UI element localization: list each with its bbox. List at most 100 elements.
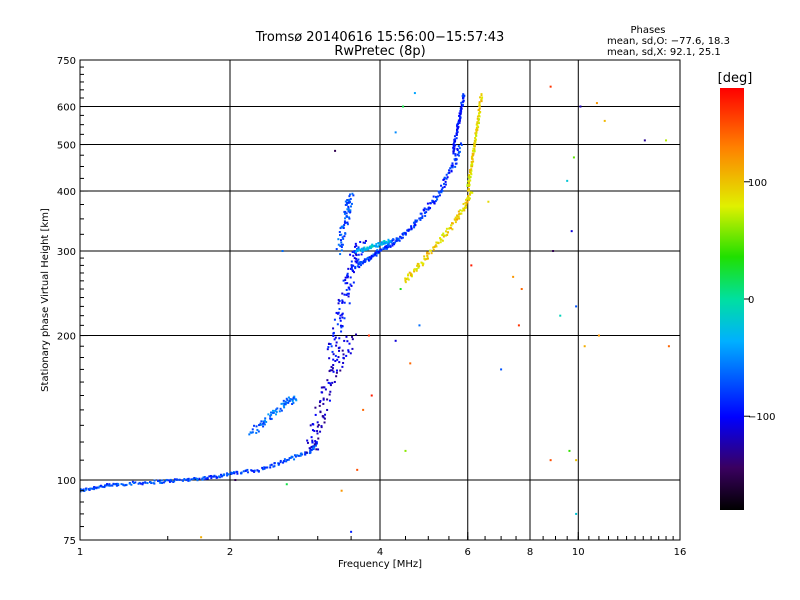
- data-point: [185, 479, 188, 482]
- data-point: [468, 185, 471, 188]
- data-point: [355, 244, 358, 247]
- data-point: [377, 245, 380, 248]
- data-point: [453, 135, 456, 138]
- x-axis-ticks: 1 2 4 6 8 10 16: [77, 532, 687, 558]
- data-point: [465, 206, 468, 209]
- data-point: [313, 445, 316, 448]
- data-point: [347, 349, 350, 352]
- data-point: [474, 137, 477, 140]
- x-tick-label: 16: [674, 547, 687, 558]
- data-point: [459, 110, 462, 113]
- data-point: [175, 478, 178, 481]
- data-point: [339, 253, 342, 256]
- data-point: [404, 232, 407, 235]
- data-point: [413, 226, 416, 229]
- data-point: [481, 96, 484, 99]
- data-point: [404, 449, 407, 452]
- data-point: [457, 213, 460, 216]
- data-point: [339, 234, 342, 237]
- data-point: [441, 189, 444, 192]
- data-point: [285, 483, 288, 486]
- data-point: [323, 386, 326, 389]
- data-point: [471, 162, 474, 165]
- data-point: [354, 265, 357, 268]
- data-point: [120, 483, 123, 486]
- data-point: [328, 370, 331, 373]
- y-axis-label: Stationary phase Virtual Height [km]: [40, 208, 51, 392]
- data-point: [380, 241, 383, 244]
- data-point: [424, 214, 427, 217]
- data-point: [388, 244, 391, 247]
- data-point: [286, 458, 289, 461]
- data-point: [404, 233, 407, 236]
- data-point: [454, 138, 457, 141]
- data-point: [314, 413, 317, 416]
- data-point: [559, 314, 562, 317]
- data-point: [326, 398, 329, 401]
- data-point: [469, 176, 472, 179]
- data-point: [109, 484, 112, 487]
- data-point: [363, 258, 366, 261]
- data-point: [465, 202, 468, 205]
- data-point: [282, 399, 285, 402]
- data-point: [423, 207, 426, 210]
- data-point: [320, 386, 323, 389]
- data-point: [456, 124, 459, 127]
- data-point: [462, 96, 465, 99]
- data-point: [431, 199, 434, 202]
- data-point: [443, 185, 446, 188]
- data-point: [406, 277, 409, 280]
- data-point: [356, 265, 359, 268]
- data-point: [87, 488, 90, 491]
- data-point: [377, 252, 380, 255]
- data-point: [115, 484, 118, 487]
- data-point: [462, 207, 465, 210]
- data-point: [187, 477, 190, 480]
- data-point: [371, 243, 374, 246]
- data-point: [416, 264, 419, 267]
- data-point: [141, 483, 144, 486]
- data-point: [317, 448, 320, 451]
- data-point: [236, 472, 239, 475]
- data-point: [264, 417, 267, 420]
- data-point: [378, 243, 381, 246]
- data-point: [329, 382, 332, 385]
- data-point: [363, 248, 366, 251]
- data-point: [332, 353, 335, 356]
- data-point: [215, 475, 218, 478]
- data-point: [322, 386, 325, 389]
- data-point: [446, 234, 449, 237]
- data-point: [342, 279, 345, 282]
- data-point: [355, 257, 358, 260]
- data-point: [475, 132, 478, 135]
- data-point: [320, 425, 323, 428]
- data-point: [439, 237, 442, 240]
- data-point: [256, 428, 259, 431]
- data-point: [340, 326, 343, 329]
- data-point: [552, 250, 555, 253]
- data-point: [106, 483, 109, 486]
- data-point: [349, 352, 352, 355]
- data-point: [331, 367, 334, 370]
- data-point: [470, 173, 473, 176]
- data-point: [351, 264, 354, 267]
- data-point: [442, 232, 445, 235]
- data-point: [200, 536, 203, 539]
- data-point: [272, 465, 275, 468]
- data-point: [246, 471, 249, 474]
- data-point: [570, 230, 573, 233]
- data-point: [291, 455, 294, 458]
- data-point: [359, 262, 362, 265]
- data-point: [318, 404, 321, 407]
- data-point: [435, 241, 438, 244]
- data-point: [468, 177, 471, 180]
- data-point: [455, 132, 458, 135]
- data-point: [476, 115, 479, 118]
- data-points: [79, 85, 670, 539]
- data-point: [394, 241, 397, 244]
- data-point: [333, 380, 336, 383]
- data-point: [159, 481, 162, 484]
- data-point: [362, 408, 365, 411]
- data-point: [474, 141, 477, 144]
- data-point: [429, 207, 432, 210]
